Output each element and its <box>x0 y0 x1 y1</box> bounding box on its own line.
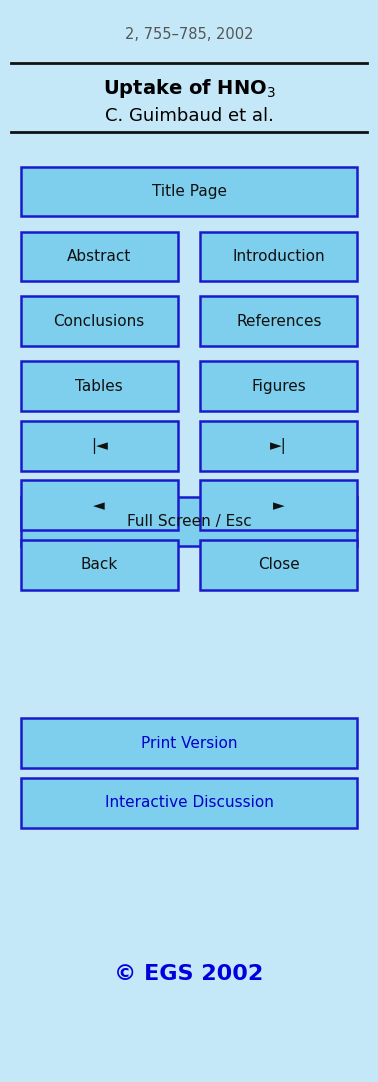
Text: |◄: |◄ <box>91 438 108 453</box>
Text: ►: ► <box>273 498 285 513</box>
Text: Figures: Figures <box>251 379 306 394</box>
Text: 2, 755–785, 2002: 2, 755–785, 2002 <box>125 27 253 42</box>
Text: Conclusions: Conclusions <box>54 314 145 329</box>
Text: Introduction: Introduction <box>232 249 325 264</box>
FancyBboxPatch shape <box>21 421 178 471</box>
Text: Print Version: Print Version <box>141 736 237 751</box>
Text: ◄: ◄ <box>93 498 105 513</box>
FancyBboxPatch shape <box>21 718 357 768</box>
FancyBboxPatch shape <box>200 296 357 346</box>
FancyBboxPatch shape <box>200 540 357 590</box>
Text: C. Guimbaud et al.: C. Guimbaud et al. <box>105 107 273 124</box>
Text: Back: Back <box>81 557 118 572</box>
FancyBboxPatch shape <box>21 497 357 546</box>
Text: Close: Close <box>258 557 300 572</box>
Text: Abstract: Abstract <box>67 249 132 264</box>
FancyBboxPatch shape <box>200 480 357 530</box>
Text: Full Screen / Esc: Full Screen / Esc <box>127 514 251 529</box>
Text: Uptake of HNO$_3$: Uptake of HNO$_3$ <box>102 77 276 101</box>
FancyBboxPatch shape <box>200 361 357 411</box>
Text: References: References <box>236 314 322 329</box>
FancyBboxPatch shape <box>21 540 178 590</box>
FancyBboxPatch shape <box>21 296 178 346</box>
Text: ►|: ►| <box>270 438 287 453</box>
FancyBboxPatch shape <box>21 480 178 530</box>
Text: Tables: Tables <box>75 379 123 394</box>
FancyBboxPatch shape <box>21 361 178 411</box>
FancyBboxPatch shape <box>200 421 357 471</box>
Text: Title Page: Title Page <box>152 184 226 199</box>
Text: Interactive Discussion: Interactive Discussion <box>105 795 273 810</box>
FancyBboxPatch shape <box>21 167 357 216</box>
FancyBboxPatch shape <box>21 232 178 281</box>
FancyBboxPatch shape <box>200 232 357 281</box>
Text: © EGS 2002: © EGS 2002 <box>115 964 263 984</box>
FancyBboxPatch shape <box>21 778 357 828</box>
